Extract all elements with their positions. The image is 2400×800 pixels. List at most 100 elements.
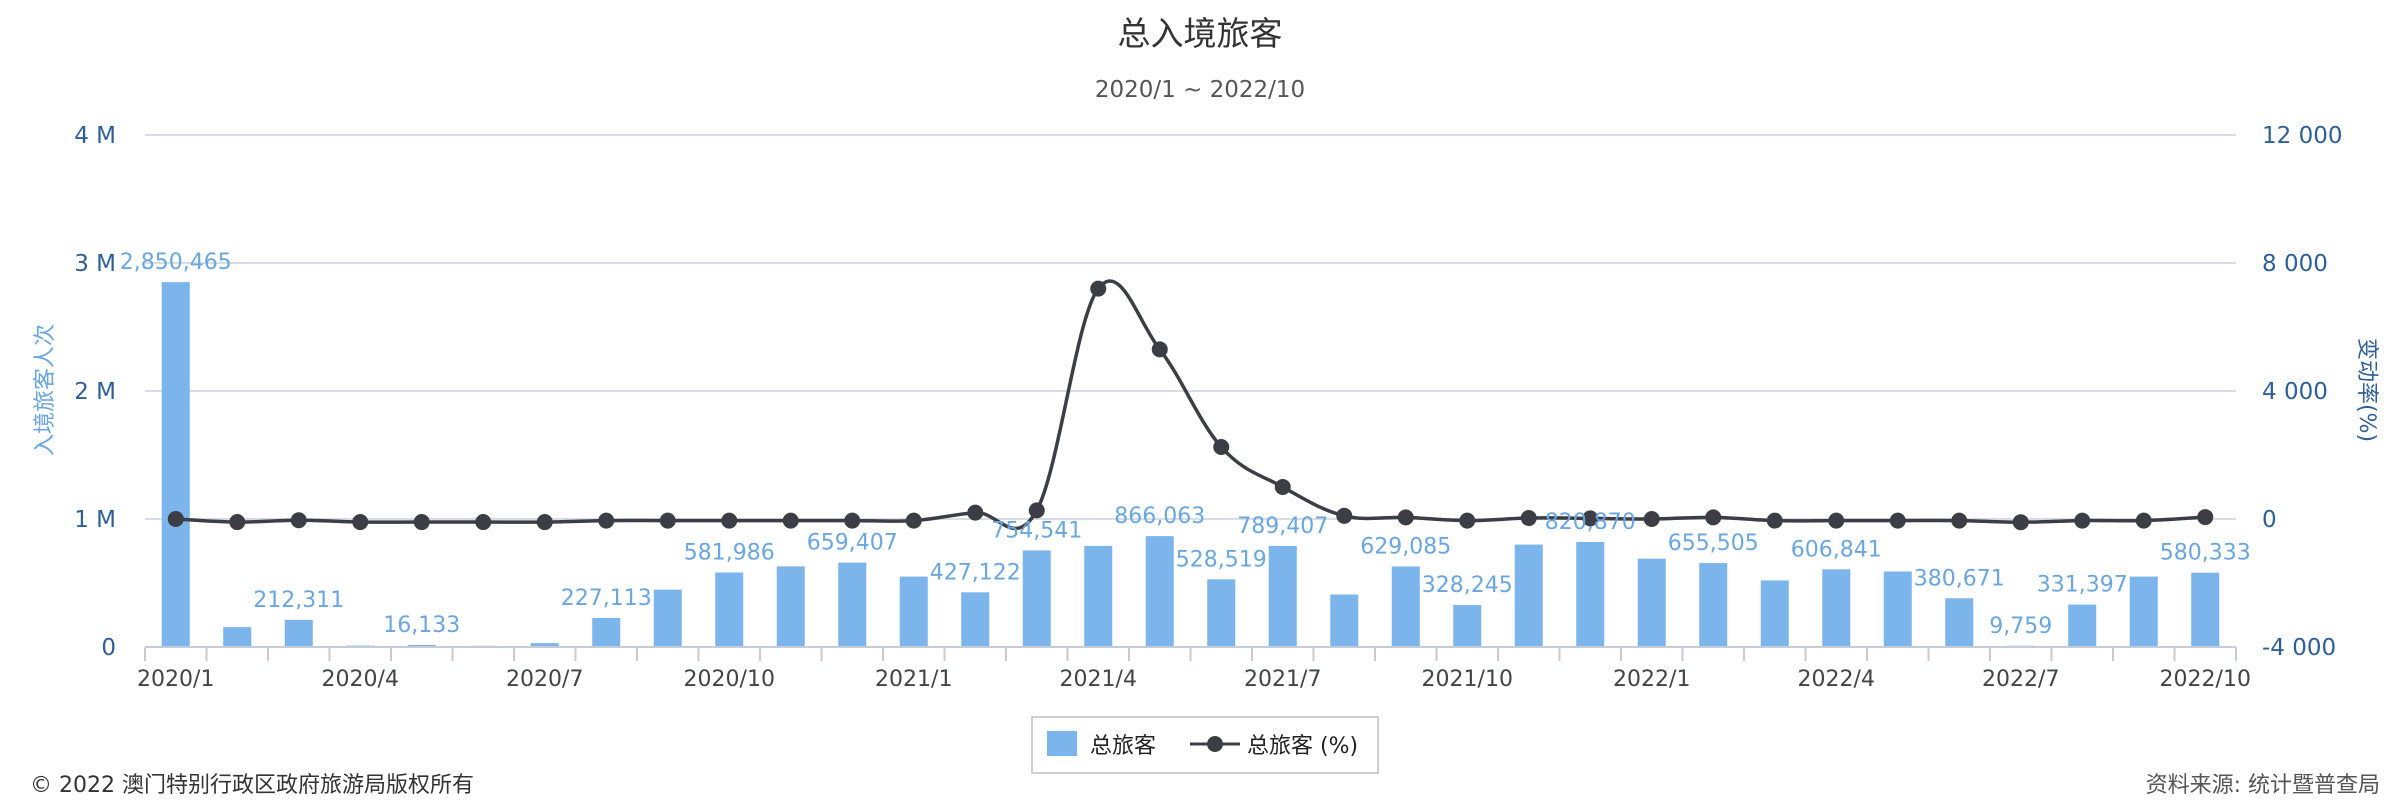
y-tick-label-left: 4 M [74, 123, 116, 149]
gridlines [145, 134, 2236, 520]
x-tick-label: 2022/4 [1798, 667, 1875, 692]
legend-item-bar[interactable]: 总旅客 [1047, 731, 1156, 759]
data-label: 328,245 [1422, 573, 1513, 598]
data-label: 659,407 [807, 531, 898, 556]
x-tick-label: 2021/1 [875, 667, 952, 692]
bar [1145, 536, 1174, 647]
bar [1945, 598, 1974, 647]
line-point [782, 512, 799, 529]
bar [1576, 541, 1605, 647]
y-tick-label-right: 8 000 [2262, 251, 2328, 277]
line-point [1951, 512, 1968, 529]
bar [838, 562, 867, 647]
legend-bar-label: 总旅客 [1090, 734, 1156, 759]
data-label: 9,759 [1989, 614, 2052, 639]
x-tick-label: 2021/10 [1422, 667, 1513, 692]
line-point [2197, 509, 2214, 526]
data-label: 528,519 [1176, 547, 1267, 572]
y-tick-label-left: 0 [101, 635, 116, 661]
copyright-text: © 2022 澳门特别行政区政府旅游局版权所有 [30, 773, 474, 798]
line-point [352, 514, 369, 531]
legend-line-label: 总旅客 (%) [1247, 734, 1358, 759]
line-point [1213, 439, 1230, 455]
legend-item-line[interactable]: 总旅客 (%) [1190, 734, 1358, 759]
data-label: 606,841 [1791, 537, 1882, 562]
bar [1760, 580, 1789, 647]
data-label: 629,085 [1360, 534, 1451, 559]
y-tick-label-right: 12 000 [2262, 123, 2342, 149]
bar [2191, 572, 2220, 647]
bar [961, 592, 990, 647]
y-axis-right-label: 变动率(%) [2354, 338, 2379, 442]
line-point [536, 514, 553, 531]
y-axis-left: 0 1 M 2 M 3 M 4 M [74, 123, 116, 661]
line-point [844, 512, 861, 529]
y-tick-label-right: -4 000 [2262, 635, 2336, 661]
y-tick-label-left: 3 M [74, 251, 116, 277]
legend-line-marker [1207, 736, 1223, 752]
line-point [598, 512, 615, 529]
legend[interactable]: 总旅客 总旅客 (%) [1031, 716, 1379, 774]
x-tick-label: 2020/7 [506, 667, 583, 692]
bar [1391, 566, 1420, 647]
bar [1822, 569, 1851, 647]
line-point [1828, 512, 1845, 529]
x-axis: 2020/1 2020/4 2020/7 2020/10 2021/1 2021/4 202… [137, 647, 2251, 692]
data-label: 227,113 [561, 586, 652, 611]
x-tick-label: 2020/4 [322, 667, 399, 692]
data-label: 754,541 [991, 518, 1082, 543]
line-point [1336, 507, 1353, 524]
line-point [1090, 280, 1107, 297]
line-point [2012, 514, 2029, 531]
data-label: 212,311 [253, 588, 344, 613]
source-text: 资料来源: 统计暨普查局 [2146, 773, 2380, 798]
bar [530, 643, 559, 647]
line-path [175, 279, 2206, 531]
bar [407, 644, 436, 647]
bar [284, 619, 313, 647]
bar [1883, 571, 1912, 647]
line-point [967, 504, 984, 521]
line-point [2074, 512, 2091, 529]
line-point [1705, 509, 1722, 526]
x-tick-label: 2020/10 [684, 667, 775, 692]
data-label: 16,133 [383, 613, 460, 638]
data-label: 866,063 [1114, 504, 1205, 529]
bar [715, 572, 744, 647]
line-point [1643, 511, 1660, 527]
bar [2129, 576, 2158, 647]
bar [161, 282, 190, 647]
data-label: 580,333 [2160, 541, 2251, 566]
x-tick-label: 2022/1 [1613, 667, 1690, 692]
line-point [2135, 512, 2152, 529]
line-point [1459, 512, 1476, 529]
bar [1453, 604, 1482, 647]
x-tick-label: 2022/7 [1982, 667, 2059, 692]
chart-subtitle: 2020/1 ~ 2022/10 [1095, 77, 1305, 103]
data-label: 655,505 [1668, 531, 1759, 556]
x-tick-label: 2021/4 [1060, 667, 1137, 692]
y-axis-right: -4 000 0 4 000 8 000 12 000 [2262, 123, 2342, 661]
bar [1330, 594, 1359, 647]
line-point [413, 514, 430, 531]
data-label: 789,407 [1237, 514, 1328, 539]
line-point [1274, 479, 1291, 495]
bar [776, 566, 805, 647]
line-point [1028, 502, 1045, 519]
bar [592, 617, 621, 647]
line-point [167, 511, 184, 527]
bar [1207, 579, 1236, 647]
bar [1022, 550, 1051, 647]
bar [1084, 545, 1113, 647]
line-point [229, 514, 246, 531]
bar [2068, 604, 2097, 647]
line-point [1766, 512, 1783, 529]
bar [899, 576, 928, 647]
line-point [290, 512, 307, 529]
x-tick-label: 2020/1 [137, 667, 214, 692]
bar-series [161, 282, 2220, 647]
y-axis-left-label: 入境旅客人次 [33, 324, 58, 456]
bar [1268, 545, 1297, 647]
y-tick-label-right: 4 000 [2262, 379, 2328, 405]
